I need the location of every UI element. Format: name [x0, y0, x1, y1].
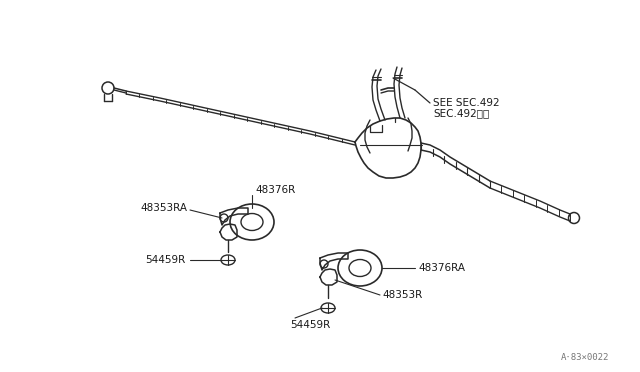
- Text: 48353R: 48353R: [382, 290, 422, 300]
- Text: 54459R: 54459R: [290, 320, 330, 330]
- Text: 48376R: 48376R: [255, 185, 295, 195]
- Text: A·83×0022: A·83×0022: [561, 353, 609, 362]
- Text: SEE SEC.492: SEE SEC.492: [433, 98, 500, 108]
- Text: 54459R: 54459R: [145, 255, 185, 265]
- Text: SEC.492参照: SEC.492参照: [433, 108, 489, 118]
- Text: 48353RA: 48353RA: [140, 203, 187, 213]
- Text: 48376RA: 48376RA: [418, 263, 465, 273]
